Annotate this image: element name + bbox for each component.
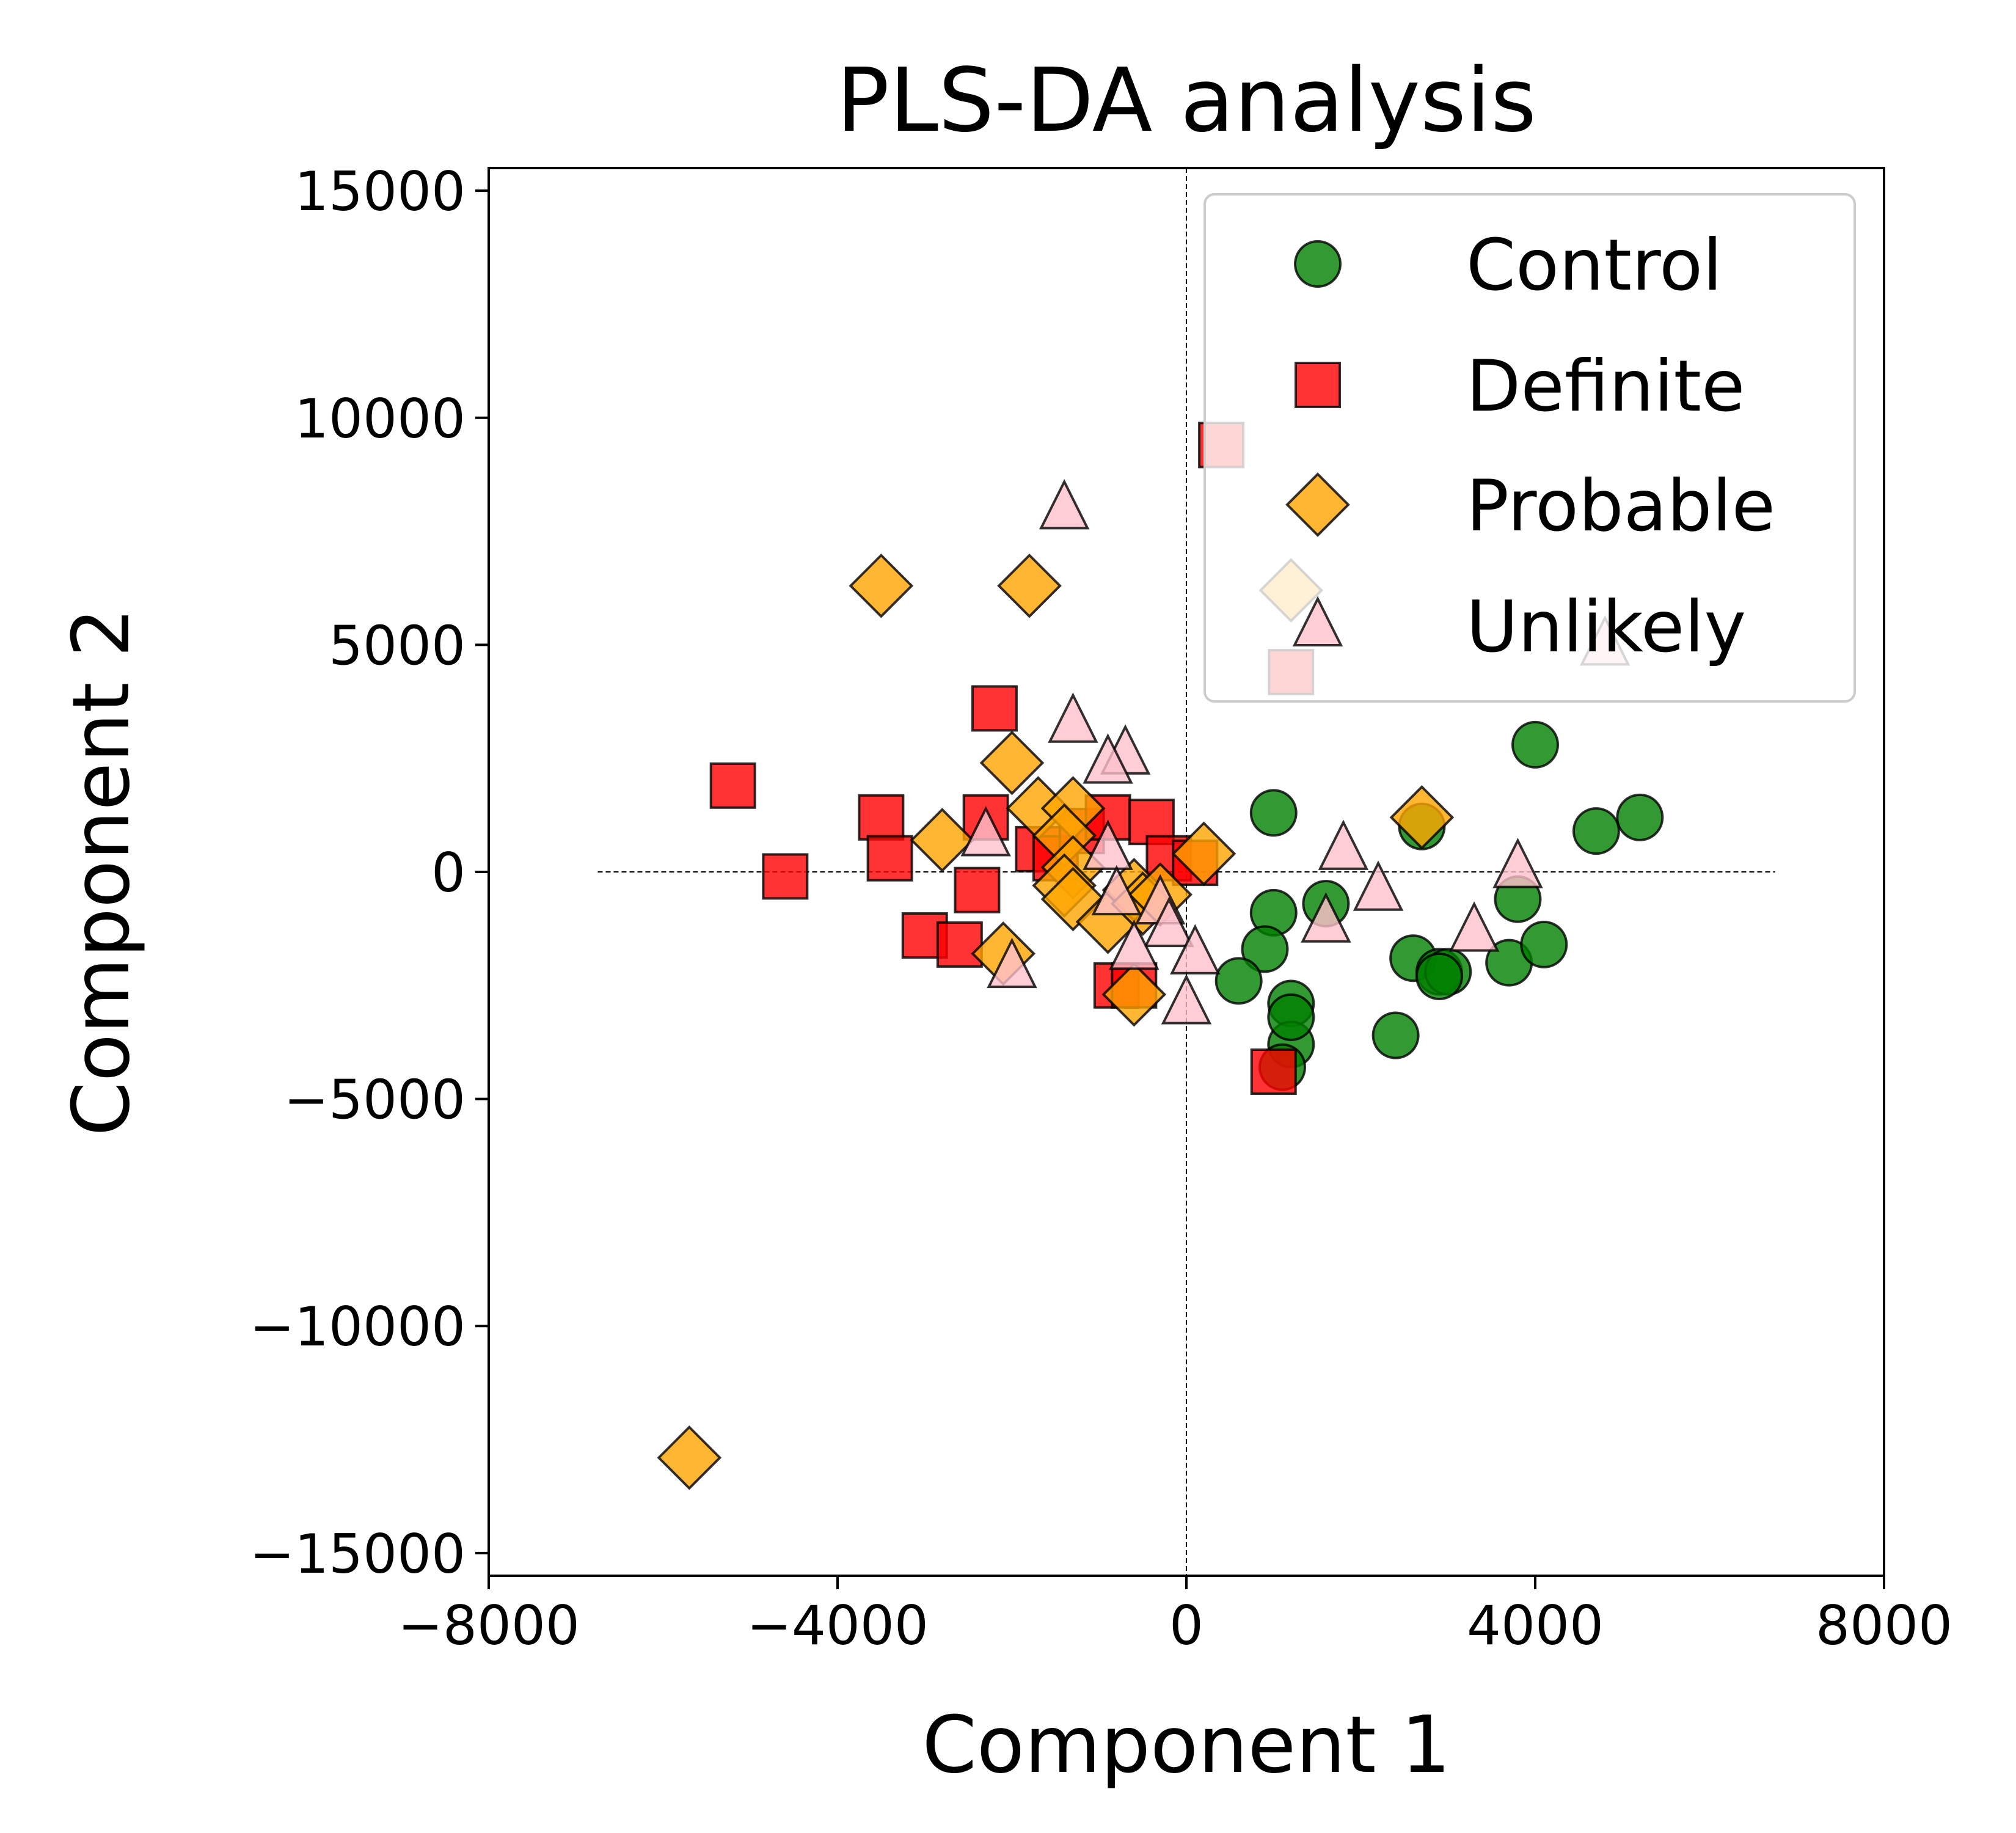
- data-point: [971, 685, 1018, 732]
- data-point: [1267, 993, 1315, 1041]
- y-tick-label: −5000: [283, 1069, 466, 1132]
- x-tick-label: −8000: [398, 1594, 580, 1657]
- y-tick-label: −10000: [249, 1295, 466, 1358]
- data-point: [1241, 925, 1289, 973]
- data-point: [1520, 920, 1568, 968]
- data-point: [910, 808, 975, 873]
- legend-marker-probable: [1285, 472, 1350, 537]
- y-tick-label: 10000: [294, 387, 466, 450]
- x-tick-label: 0: [1169, 1594, 1203, 1657]
- x-tick-label: 4000: [1467, 1594, 1604, 1657]
- data-point: [1616, 793, 1664, 841]
- legend-marker-unlikely: [1292, 596, 1343, 646]
- data-point: [657, 1425, 722, 1490]
- x-axis-label: Component 1: [922, 1700, 1450, 1791]
- data-point: [1250, 1048, 1297, 1096]
- data-point: [1318, 819, 1369, 870]
- legend-marker-control: [1294, 240, 1342, 288]
- y-tick-label: 15000: [294, 160, 466, 223]
- data-point: [979, 730, 1045, 796]
- data-point: [1109, 919, 1160, 970]
- legend-box: [1203, 193, 1856, 703]
- chart-title: PLS-DA analysis: [836, 49, 1536, 152]
- legend: Control Definite Probable Unlikely: [1203, 193, 1856, 703]
- y-tick-label: −15000: [249, 1523, 466, 1586]
- legend-label-probable: Probable: [1466, 465, 1775, 547]
- x-axis-ticks: −8000 −4000 0 4000 8000: [398, 1576, 1952, 1657]
- legend-label-definite: Definite: [1466, 345, 1745, 428]
- x-tick-label: 8000: [1816, 1594, 1952, 1657]
- data-point: [1101, 962, 1167, 1027]
- data-point: [1371, 1011, 1420, 1059]
- data-point: [1448, 901, 1500, 952]
- data-point: [1249, 789, 1298, 837]
- data-point: [1170, 924, 1221, 975]
- data-point: [987, 937, 1037, 989]
- data-point: [1301, 892, 1351, 943]
- y-tick-label: 0: [431, 841, 466, 904]
- data-point: [1083, 819, 1133, 870]
- data-point: [1353, 860, 1404, 911]
- data-point: [1214, 957, 1263, 1005]
- data-point: [1572, 807, 1620, 855]
- data-point: [1091, 865, 1142, 916]
- legend-marker-definite: [1295, 362, 1341, 408]
- data-point: [1511, 720, 1559, 769]
- x-tick-label: −4000: [747, 1594, 929, 1657]
- data-point: [997, 553, 1062, 618]
- data-point: [1492, 838, 1543, 888]
- series-control: [1214, 720, 1664, 1091]
- data-point: [858, 794, 905, 841]
- data-point: [936, 921, 983, 968]
- y-tick-label: 5000: [329, 614, 466, 677]
- legend-label-unlikely: Unlikely: [1466, 586, 1746, 668]
- data-point: [1144, 896, 1194, 948]
- legend-label-control: Control: [1466, 224, 1722, 307]
- data-point: [1171, 821, 1236, 887]
- data-point: [1389, 785, 1455, 850]
- data-point: [954, 866, 1001, 913]
- data-point: [1083, 733, 1133, 784]
- data-point: [1415, 952, 1463, 1000]
- data-point: [762, 853, 809, 900]
- data-point: [866, 835, 913, 882]
- data-point: [1161, 974, 1212, 1025]
- data-point: [849, 553, 914, 618]
- data-point: [1039, 478, 1090, 530]
- data-point: [960, 806, 1011, 857]
- y-axis-label: Component 2: [56, 607, 147, 1136]
- y-axis-ticks: −15000 −10000 −5000 0 5000 10000 15000: [249, 160, 489, 1586]
- data-point: [1048, 692, 1098, 743]
- data-point: [709, 762, 756, 809]
